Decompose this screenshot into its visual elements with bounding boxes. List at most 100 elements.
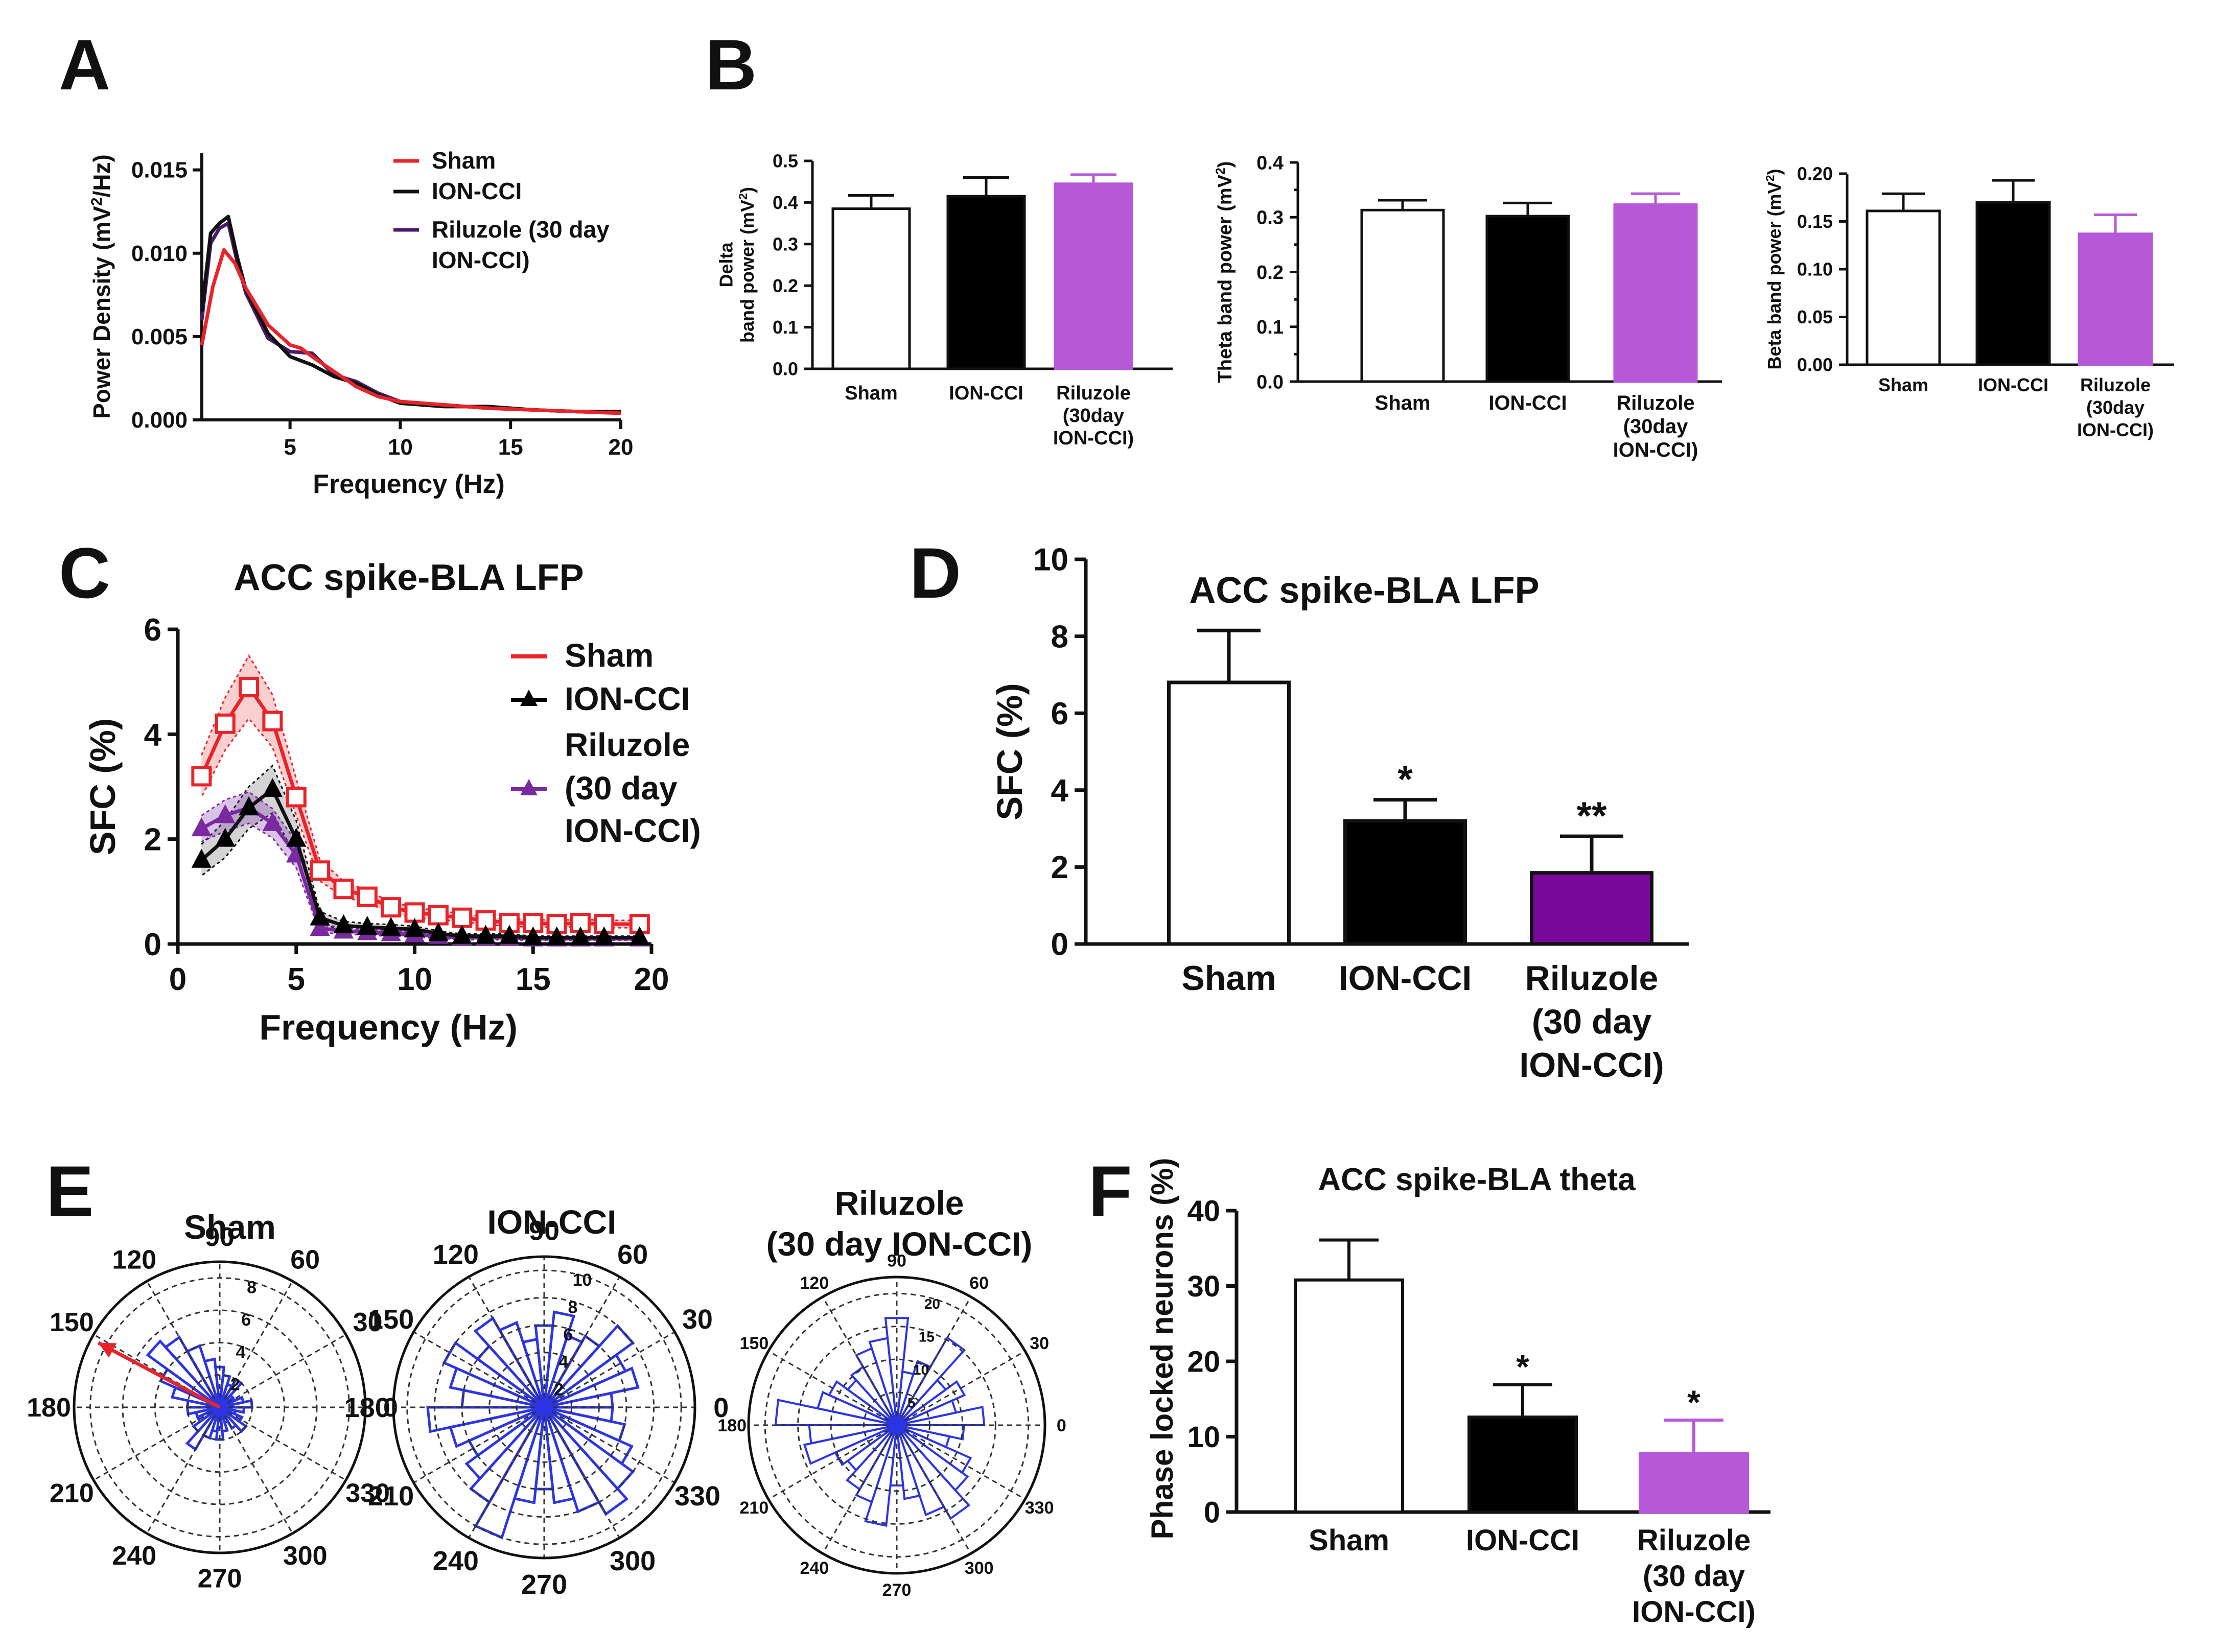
- panel-letter-d: D: [910, 533, 961, 613]
- y-tick-label: 0.10: [1797, 259, 1833, 280]
- category-label: Riluzole: [1056, 383, 1131, 404]
- polar-spoke: [768, 1350, 897, 1426]
- polar-angle-label: 120: [112, 1245, 156, 1275]
- category-label: Riluzole: [2080, 374, 2151, 395]
- polar-ring-label: 4: [236, 1342, 246, 1362]
- marker-triangle: [630, 926, 650, 946]
- y-tick-label: 2: [144, 822, 161, 858]
- polar-ring-label: 20: [924, 1296, 940, 1312]
- polar-angle-label: 240: [800, 1559, 829, 1578]
- y-tick-label: 0.1: [1256, 317, 1284, 338]
- category-label: (30day: [2086, 397, 2145, 418]
- marker-triangle: [428, 922, 449, 941]
- chart-a: 0.000 0.005 0.010 0.015 5 10 15 20 Frequency (Hz…: [88, 147, 634, 499]
- y-tick-label: 0.005: [131, 324, 188, 349]
- y-axis-label-line1: Delta: [716, 242, 737, 288]
- y-tick-label: 0.010: [131, 241, 188, 266]
- significance-marker: **: [1576, 794, 1607, 838]
- y-tick-label: 0.2: [1256, 262, 1284, 284]
- marker-square: [428, 905, 449, 926]
- y-tick-label: 8: [1051, 619, 1068, 654]
- legend-marker: [520, 690, 538, 706]
- y-axis-label: SFC (%): [990, 683, 1030, 820]
- polar-angle-label: 300: [965, 1559, 994, 1578]
- category-label: Sham: [845, 383, 897, 404]
- category-label: (30 day: [1532, 1002, 1652, 1041]
- mean-vector-head: [98, 1342, 117, 1358]
- y-tick-label: 0: [1051, 927, 1068, 962]
- marker-square: [215, 713, 236, 734]
- polar-spoke: [896, 1296, 972, 1426]
- chart-d: 0 2 4 6 8 10 Sham * ION-CCI ** Riluzole (30 day ION-…: [990, 542, 1689, 1084]
- polar-ring: [863, 1391, 930, 1459]
- polar-spoke: [468, 1407, 545, 1539]
- polar-outer-ring: [392, 1255, 696, 1560]
- polar-angle-label: 120: [800, 1273, 829, 1293]
- y-axis-label: Phase locked neurons (%): [1145, 1158, 1179, 1540]
- y-tick-label: 0.00: [1797, 355, 1833, 375]
- bar-1: [1343, 819, 1467, 946]
- category-label: Sham: [1878, 374, 1928, 395]
- bar-2: [2078, 232, 2153, 366]
- marker-triangle: [381, 917, 401, 936]
- polar-angle-label: 30: [1030, 1334, 1049, 1353]
- marker-triangle: [286, 828, 307, 847]
- x-tick-label: 0: [169, 962, 187, 997]
- chart-b3: 0.00 0.05 0.10 0.15 0.20 Sham ION-CCI Riluzole(…: [1763, 163, 2174, 440]
- marker-triangle: [499, 925, 520, 944]
- marker-triangle: [215, 828, 236, 847]
- panel-letter-b: B: [705, 25, 757, 105]
- mean-vector: [97, 1341, 221, 1409]
- category-label: ION-CCI: [1339, 959, 1472, 998]
- y-axis-label: band power (mV2): [736, 187, 758, 343]
- polar-ring-label: 6: [563, 1325, 573, 1344]
- polar-angle-label: 210: [740, 1498, 769, 1518]
- y-tick-label: 0.4: [773, 192, 798, 213]
- category-label: Riluzole: [1525, 959, 1659, 998]
- marker-square: [310, 860, 331, 881]
- polar-spoke: [768, 1424, 897, 1500]
- polar-title: Sham: [184, 1208, 276, 1246]
- marker-triangle: [262, 812, 283, 831]
- polar-ring: [461, 1324, 627, 1491]
- legend-label: ION-CCI): [432, 247, 530, 273]
- bar-0: [1866, 209, 1941, 366]
- polar-ring-label: 8: [247, 1278, 257, 1297]
- legend-label: ION-CCI): [565, 812, 701, 849]
- y-tick-label: 0.05: [1797, 306, 1833, 327]
- marker-triangle: [310, 906, 330, 926]
- chart-b1: 0.0 0.1 0.2 0.3 0.4 0.5 Sham ION-CCI Riluzole(30…: [716, 151, 1173, 449]
- polar-spoke: [543, 1276, 620, 1408]
- polar-angle-label: 240: [112, 1541, 156, 1571]
- polar-ring-label: 5: [907, 1395, 916, 1411]
- marker-triangle: [475, 925, 496, 944]
- y-tick-label: 0.015: [131, 158, 188, 183]
- bar-0: [1360, 208, 1445, 383]
- polar-ring-label: 15: [919, 1329, 935, 1345]
- polar-ring: [797, 1326, 996, 1525]
- bar-1: [1467, 1415, 1578, 1514]
- marker-square: [239, 676, 260, 697]
- legend-label: Sham: [565, 637, 654, 674]
- polar-spoke: [413, 1406, 545, 1483]
- marker-triangle: [546, 926, 567, 946]
- polar-angle-label: 120: [433, 1239, 479, 1270]
- marker-triangle: [594, 926, 614, 946]
- marker-square: [381, 897, 402, 918]
- polar-angle-label: 90: [205, 1222, 235, 1252]
- polar-spoke: [543, 1407, 620, 1539]
- marker-triangle: [404, 918, 425, 937]
- y-tick-label: 0.20: [1797, 163, 1833, 184]
- polar-outer-ring: [73, 1260, 367, 1554]
- polar-ring-label: 6: [241, 1310, 251, 1330]
- polar-angle-label: 60: [290, 1245, 320, 1275]
- chart-title: ACC spike-BLA LFP: [234, 557, 584, 598]
- series-line-1: [200, 215, 621, 414]
- category-label: ION-CCI: [1978, 374, 2048, 395]
- marker-triangle: [357, 916, 378, 935]
- category-label: ION-CCI): [1053, 428, 1134, 449]
- polar-angle-label: 0: [1057, 1416, 1066, 1435]
- y-tick-label: 2: [1051, 850, 1068, 885]
